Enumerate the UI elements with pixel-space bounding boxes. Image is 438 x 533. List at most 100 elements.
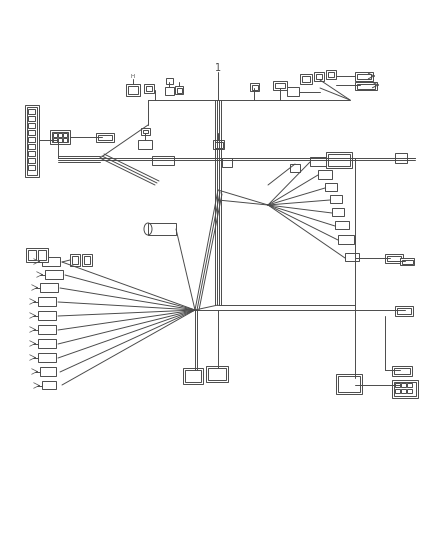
Bar — [395, 306, 413, 316]
Bar — [401, 383, 406, 387]
Bar — [357, 74, 371, 79]
Bar — [72, 256, 78, 264]
Bar — [325, 183, 337, 191]
Bar — [38, 353, 56, 362]
Bar — [314, 72, 324, 81]
Bar — [165, 87, 174, 95]
Bar — [387, 256, 401, 261]
Bar — [50, 130, 70, 144]
Bar — [395, 383, 400, 387]
Bar — [152, 156, 174, 165]
Bar — [38, 250, 46, 260]
Bar — [63, 133, 67, 137]
Bar — [310, 157, 328, 166]
Bar — [53, 133, 57, 137]
Bar — [53, 138, 57, 142]
Bar — [275, 83, 285, 88]
Bar — [395, 153, 407, 163]
Bar — [28, 137, 35, 142]
Bar — [38, 311, 56, 320]
Bar — [213, 140, 224, 149]
Bar — [148, 223, 176, 235]
Bar — [42, 257, 60, 266]
Bar — [335, 221, 349, 229]
Bar — [392, 366, 412, 376]
Bar — [332, 208, 344, 216]
Bar — [28, 130, 35, 135]
Bar — [28, 158, 35, 163]
Bar — [397, 308, 411, 314]
Bar — [38, 325, 56, 334]
Bar — [144, 84, 154, 93]
Bar — [40, 367, 56, 376]
Bar — [141, 128, 150, 135]
Bar — [407, 383, 412, 387]
Bar — [355, 82, 377, 90]
Bar — [400, 258, 414, 265]
Bar — [402, 260, 413, 263]
Bar — [206, 366, 228, 382]
Bar — [328, 154, 350, 166]
Bar — [177, 87, 181, 93]
Bar — [58, 133, 62, 137]
Bar — [82, 254, 92, 266]
Bar — [128, 86, 138, 94]
Bar — [392, 380, 418, 398]
Bar — [330, 195, 342, 203]
Bar — [40, 283, 58, 292]
Bar — [146, 86, 152, 91]
Bar — [126, 84, 140, 96]
Bar — [302, 76, 310, 82]
Bar — [175, 86, 183, 94]
Bar — [273, 81, 287, 90]
Bar — [385, 254, 403, 263]
Bar — [222, 158, 232, 167]
Bar — [63, 138, 67, 142]
Bar — [28, 123, 35, 128]
Bar — [28, 144, 35, 149]
Bar — [336, 374, 362, 394]
Bar — [407, 389, 412, 393]
Bar — [52, 132, 68, 142]
Bar — [345, 253, 359, 261]
Bar — [316, 74, 322, 79]
Bar — [96, 133, 114, 142]
Bar — [28, 109, 35, 114]
Bar — [70, 254, 80, 266]
Bar — [318, 170, 332, 179]
Bar — [326, 152, 352, 168]
Bar — [355, 72, 373, 81]
Bar — [251, 85, 258, 90]
Bar — [394, 382, 416, 396]
Text: 1: 1 — [215, 63, 221, 73]
Bar — [300, 74, 312, 84]
Bar — [38, 297, 56, 306]
Bar — [401, 389, 406, 393]
Bar — [28, 250, 36, 260]
Bar — [183, 368, 203, 384]
Text: H: H — [131, 74, 135, 78]
Bar — [395, 389, 400, 393]
Bar — [58, 138, 62, 142]
Bar — [328, 72, 334, 77]
Bar — [138, 140, 152, 149]
Bar — [185, 370, 201, 382]
Bar — [25, 105, 39, 177]
Bar — [287, 87, 299, 96]
Bar — [394, 368, 410, 374]
Bar — [326, 70, 336, 79]
Bar — [27, 107, 37, 175]
Bar — [28, 165, 35, 170]
Bar — [28, 116, 35, 121]
Bar — [28, 151, 35, 156]
Bar — [208, 368, 226, 380]
Bar — [357, 84, 375, 88]
Bar — [290, 164, 300, 172]
Bar — [26, 248, 48, 262]
Bar — [98, 135, 112, 140]
Bar — [215, 141, 223, 148]
Bar — [250, 83, 259, 91]
Bar — [38, 339, 56, 348]
Bar — [45, 270, 63, 279]
Bar — [166, 78, 173, 84]
